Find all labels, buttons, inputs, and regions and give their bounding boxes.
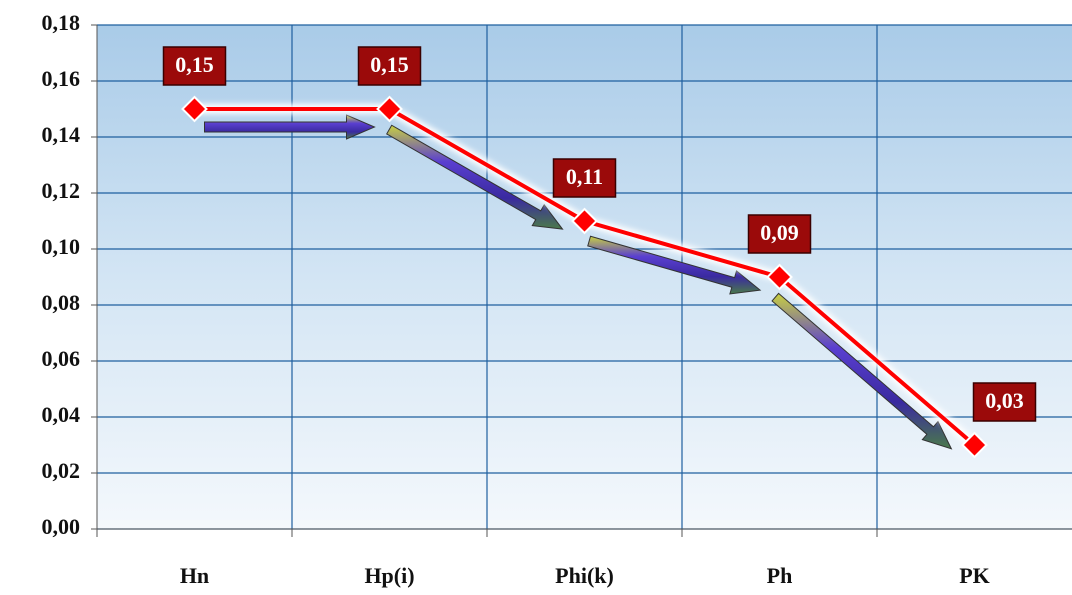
y-tick-label: 0,06 <box>42 346 81 371</box>
value-label: 0,03 <box>985 388 1024 413</box>
x-tick-label: Ph <box>767 563 793 588</box>
value-label: 0,11 <box>566 164 603 189</box>
y-tick-label: 0,08 <box>42 290 81 315</box>
value-label: 0,15 <box>370 52 409 77</box>
y-tick-label: 0,12 <box>42 178 81 203</box>
x-tick-label: Phi(k) <box>555 563 614 588</box>
chart: 0,00 0,02 0,04 0,06 0,08 0,10 0,12 0,14 0,16 0,18… <box>0 0 1072 595</box>
y-tick-label: 0,10 <box>42 234 81 259</box>
page: 0,00 0,02 0,04 0,06 0,08 0,10 0,12 0,14 0,16 0,18… <box>0 0 1072 595</box>
y-tick-label: 0,14 <box>42 122 81 147</box>
y-tick-label: 0,16 <box>42 66 81 91</box>
y-tick-label: 0,00 <box>42 514 81 539</box>
x-tick-label: PK <box>959 563 990 588</box>
value-label: 0,09 <box>760 220 799 245</box>
x-tick-label: Hn <box>180 563 209 588</box>
x-tick-label: Hp(i) <box>364 563 414 588</box>
y-tick-label: 0,18 <box>42 10 81 35</box>
y-tick-label: 0,02 <box>42 458 81 483</box>
y-tick-label: 0,04 <box>42 402 81 427</box>
value-label: 0,15 <box>175 52 214 77</box>
plot-background <box>97 25 1072 529</box>
